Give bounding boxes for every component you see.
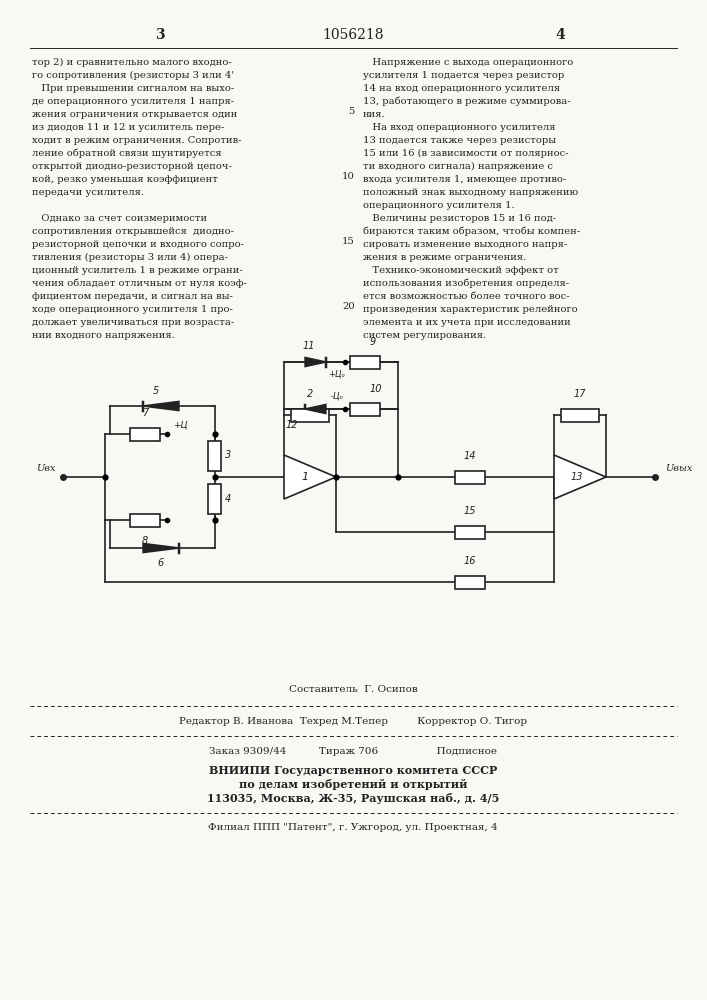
Text: операционного усилителя 1.: операционного усилителя 1.: [363, 201, 515, 210]
Text: 6: 6: [158, 558, 164, 568]
Text: ходит в режим ограничения. Сопротив-: ходит в режим ограничения. Сопротив-: [32, 136, 242, 145]
Text: нии входного напряжения.: нии входного напряжения.: [32, 331, 175, 340]
Text: 4: 4: [225, 493, 231, 504]
Text: При превышении сигналом на выхо-: При превышении сигналом на выхо-: [32, 84, 234, 93]
Bar: [209, 440, 221, 471]
Polygon shape: [284, 455, 336, 499]
Text: 113035, Москва, Ж-35, Раушская наб., д. 4/5: 113035, Москва, Ж-35, Раушская наб., д. …: [207, 792, 499, 804]
Text: жения в режиме ограничения.: жения в режиме ограничения.: [363, 253, 526, 262]
Text: чения обладает отличным от нуля коэф-: чения обладает отличным от нуля коэф-: [32, 279, 247, 288]
Text: Однако за счет соизмеримости: Однако за счет соизмеримости: [32, 214, 207, 223]
Text: 13 подается также через резисторы: 13 подается также через резисторы: [363, 136, 556, 145]
Text: жения ограничения открывается один: жения ограничения открывается один: [32, 110, 238, 119]
Text: Заказ 9309/44          Тираж 706                  Подписное: Заказ 9309/44 Тираж 706 Подписное: [209, 746, 497, 756]
Text: 5: 5: [153, 386, 159, 396]
Text: ти входного сигнала) напряжение с: ти входного сигнала) напряжение с: [363, 162, 553, 171]
Bar: [455, 576, 485, 588]
Text: резисторной цепочки и входного сопро-: резисторной цепочки и входного сопро-: [32, 240, 244, 249]
Text: 13, работающего в режиме суммирова-: 13, работающего в режиме суммирова-: [363, 97, 571, 106]
Polygon shape: [143, 544, 179, 552]
Text: элемента и их учета при исследовании: элемента и их учета при исследовании: [363, 318, 571, 327]
Text: 16: 16: [464, 556, 477, 566]
Text: систем регулирования.: систем регулирования.: [363, 331, 486, 340]
Text: Напряжение с выхода операционного: Напряжение с выхода операционного: [363, 58, 573, 67]
Text: сировать изменение выходного напря-: сировать изменение выходного напря-: [363, 240, 567, 249]
Text: +Ц: +Ц: [173, 421, 187, 430]
Text: ционный усилитель 1 в режиме ограни-: ционный усилитель 1 в режиме ограни-: [32, 266, 243, 275]
Text: 1056218: 1056218: [322, 28, 384, 42]
Text: фициентом передачи, и сигнал на вы-: фициентом передачи, и сигнал на вы-: [32, 292, 233, 301]
Text: 14: 14: [464, 451, 477, 461]
Bar: [350, 356, 380, 368]
Text: На вход операционного усилителя: На вход операционного усилителя: [363, 123, 556, 132]
Bar: [455, 471, 485, 484]
Text: Технико-экономический эффект от: Технико-экономический эффект от: [363, 266, 559, 275]
Polygon shape: [305, 404, 326, 414]
Bar: [209, 484, 221, 514]
Text: 1: 1: [301, 472, 308, 482]
Text: го сопротивления (резисторы 3 или 4': го сопротивления (резисторы 3 или 4': [32, 71, 234, 80]
Text: произведения характеристик релейного: произведения характеристик релейного: [363, 305, 578, 314]
Text: 10: 10: [370, 384, 382, 394]
Text: 11: 11: [303, 341, 315, 351]
Text: тивления (резисторы 3 или 4) опера-: тивления (резисторы 3 или 4) опера-: [32, 253, 228, 262]
Text: 9: 9: [370, 337, 376, 347]
Text: 8: 8: [142, 536, 148, 546]
Text: Филиал ППП "Патент", г. Ужгород, ул. Проектная, 4: Филиал ППП "Патент", г. Ужгород, ул. Про…: [208, 824, 498, 832]
Text: должает увеличиваться при возраста-: должает увеличиваться при возраста-: [32, 318, 234, 327]
Text: Редактор В. Иванова  Техред М.Тепер         Корректор О. Тигор: Редактор В. Иванова Техред М.Тепер Корре…: [179, 716, 527, 726]
Text: ется возможностью более точного вос-: ется возможностью более точного вос-: [363, 292, 570, 301]
Text: де операционного усилителя 1 напря-: де операционного усилителя 1 напря-: [32, 97, 234, 106]
Text: Величины резисторов 15 и 16 под-: Величины резисторов 15 и 16 под-: [363, 214, 556, 223]
Text: 15: 15: [464, 506, 477, 516]
Polygon shape: [554, 455, 606, 499]
Text: положный знак выходному напряжению: положный знак выходному напряжению: [363, 188, 578, 197]
Text: входа усилителя 1, имеющее противо-: входа усилителя 1, имеющее противо-: [363, 175, 566, 184]
Text: Uвх: Uвх: [36, 464, 56, 473]
Text: бираются таким образом, чтобы компен-: бираются таким образом, чтобы компен-: [363, 227, 580, 236]
Text: 3: 3: [225, 450, 231, 460]
Text: использования изобретения определя-: использования изобретения определя-: [363, 279, 569, 288]
Text: из диодов 11 и 12 и усилитель пере-: из диодов 11 и 12 и усилитель пере-: [32, 123, 224, 132]
Text: кой, резко уменьшая коэффициент: кой, резко уменьшая коэффициент: [32, 175, 218, 184]
Text: 2: 2: [307, 389, 313, 399]
Bar: [291, 408, 329, 422]
Text: Составитель  Г. Осипов: Составитель Г. Осипов: [288, 686, 417, 694]
Text: сопротивления открывшейся  диодно-: сопротивления открывшейся диодно-: [32, 227, 234, 236]
Bar: [130, 428, 160, 440]
Text: ление обратной связи шунтируется: ление обратной связи шунтируется: [32, 149, 221, 158]
Text: 20: 20: [342, 302, 355, 311]
Bar: [561, 408, 599, 422]
Text: передачи усилителя.: передачи усилителя.: [32, 188, 144, 197]
Text: 7: 7: [142, 408, 148, 418]
Text: 4: 4: [555, 28, 565, 42]
Bar: [455, 526, 485, 538]
Text: открытой диодно-резисторной цепоч-: открытой диодно-резисторной цепоч-: [32, 162, 232, 171]
Text: по делам изобретений и открытий: по делам изобретений и открытий: [239, 778, 467, 790]
Text: 14 на вход операционного усилителя: 14 на вход операционного усилителя: [363, 84, 560, 93]
Text: 12: 12: [286, 420, 298, 430]
Text: 17: 17: [574, 389, 586, 399]
Text: -Цₒ: -Цₒ: [330, 392, 344, 401]
Text: ходе операционного усилителя 1 про-: ходе операционного усилителя 1 про-: [32, 305, 233, 314]
Text: 3: 3: [156, 28, 165, 42]
Text: усилителя 1 подается через резистор: усилителя 1 подается через резистор: [363, 71, 564, 80]
Text: ВНИИПИ Государственного комитета СССР: ВНИИПИ Государственного комитета СССР: [209, 764, 497, 776]
Text: 15 или 16 (в зависимости от полярнос-: 15 или 16 (в зависимости от полярнос-: [363, 149, 568, 158]
Text: 10: 10: [342, 172, 355, 181]
Text: тор 2) и сравнительно малого входно-: тор 2) и сравнительно малого входно-: [32, 58, 232, 67]
Text: 13: 13: [571, 472, 583, 482]
Text: ния.: ния.: [363, 110, 385, 119]
Text: 5: 5: [349, 107, 355, 116]
Polygon shape: [305, 358, 326, 366]
Text: Uвых: Uвых: [665, 464, 692, 473]
Bar: [350, 402, 380, 416]
Text: +Цₒ: +Цₒ: [329, 370, 346, 379]
Text: 15: 15: [342, 237, 355, 246]
Bar: [130, 514, 160, 526]
Polygon shape: [143, 401, 179, 410]
